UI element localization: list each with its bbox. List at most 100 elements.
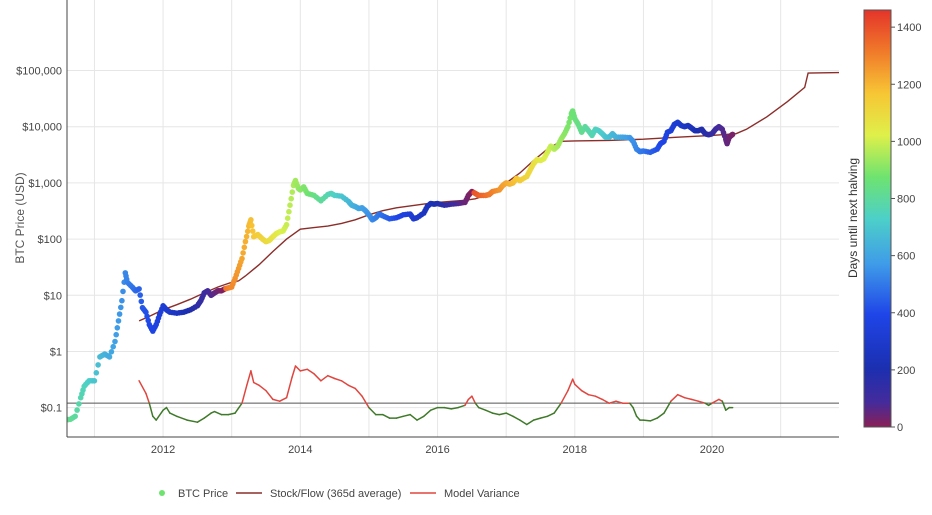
y-tick-label: $1	[50, 346, 62, 358]
model-variance-segment	[642, 419, 652, 422]
model-variance-segment	[258, 384, 267, 392]
btc-price-point	[108, 349, 115, 355]
series-stock-flow-line	[138, 71, 839, 322]
model-variance-segment	[711, 398, 720, 404]
model-variance-segment	[299, 368, 308, 372]
model-variance-segment	[635, 415, 641, 421]
btc-price-point	[95, 362, 101, 368]
x-tick-label: 2020	[700, 444, 724, 456]
model-variance-segment	[227, 412, 236, 416]
model-variance-segment	[457, 404, 466, 409]
colorbar-title: Days until next halving	[846, 158, 860, 278]
btc-price-point	[74, 407, 80, 413]
legend: BTC Price Stock/Flow (365d average) Mode…	[159, 488, 520, 500]
btc-price-point	[284, 215, 291, 221]
btc-price-point	[72, 413, 78, 420]
grid	[67, 0, 839, 437]
model-variance-segment	[594, 395, 604, 401]
model-variance-segment	[196, 417, 205, 423]
model-variance-segment	[148, 402, 154, 418]
model-variance-segment	[571, 378, 576, 386]
legend-item-btc-price[interactable]: BTC Price	[159, 488, 228, 500]
model-variance-segment	[474, 402, 480, 409]
legend-label-stock-flow: Stock/Flow (365d average)	[270, 488, 401, 500]
btc-price-point	[136, 286, 142, 292]
colorbar-tick-label: 1200	[897, 79, 921, 91]
model-variance-segment	[285, 376, 293, 399]
model-variance-segment	[347, 384, 356, 390]
model-variance-segment	[532, 417, 542, 421]
btc-price-point	[240, 250, 246, 256]
btc-price-point	[249, 222, 255, 229]
model-variance-segment	[484, 409, 494, 414]
btc-price-point	[110, 343, 116, 350]
model-variance-segment	[553, 402, 562, 414]
model-variance-segment	[252, 381, 260, 387]
y-tick-label: $1,000	[28, 178, 62, 190]
model-variance-segment	[608, 400, 617, 404]
model-variance-segment	[186, 419, 199, 423]
model-variance-segment	[697, 400, 706, 404]
model-variance-segment	[169, 412, 178, 418]
model-variance-segment	[138, 380, 147, 395]
colorbar-ticks: 0 200 400 600 800 1000 1200 1400	[891, 22, 921, 434]
btc-price-point	[120, 288, 126, 295]
model-variance-segment	[649, 417, 658, 422]
model-variance-segment	[574, 383, 583, 392]
legend-item-stock-flow[interactable]: Stock/Flow (365d average)	[236, 488, 401, 500]
model-variance-segment	[203, 412, 212, 419]
btc-price-point	[566, 119, 572, 126]
btc-price-point	[138, 298, 145, 305]
model-variance-segment	[165, 406, 171, 414]
model-variance-segment	[628, 402, 634, 409]
model-variance-segment	[615, 400, 624, 404]
colorbar-tick-label: 1400	[897, 22, 921, 34]
y-axis-title: BTC Price (USD)	[13, 172, 27, 263]
model-variance-segment	[512, 415, 521, 421]
model-variance-segment	[580, 389, 590, 396]
btc-price-point	[115, 318, 122, 324]
btc-price-point	[242, 238, 249, 245]
model-variance-segment	[546, 412, 555, 418]
model-variance-segment	[176, 415, 188, 421]
plot-area	[67, 71, 839, 426]
model-variance-segment	[467, 395, 473, 401]
model-variance-segment	[450, 406, 459, 410]
btc-price-point	[287, 202, 293, 208]
x-tick-label: 2016	[425, 444, 449, 456]
model-variance-segment	[152, 415, 157, 421]
model-variance-segment	[560, 389, 569, 404]
colorbar-tick-label: 800	[897, 194, 915, 206]
model-variance-segment	[250, 370, 255, 384]
legend-item-model-variance[interactable]: Model Variance	[410, 488, 520, 500]
btc-price-point	[116, 311, 123, 317]
model-variance-segment	[368, 406, 377, 416]
model-variance-segment	[306, 368, 315, 375]
y-tick-label: $0.1	[41, 403, 62, 415]
model-variance-segment	[429, 406, 439, 411]
x-tick-label: 2018	[563, 444, 587, 456]
model-variance-segment	[340, 380, 350, 387]
x-tick-label: 2014	[288, 444, 312, 456]
model-variance-segment	[395, 415, 404, 419]
model-variance-segment	[656, 412, 665, 419]
model-variance-segment	[587, 393, 597, 397]
model-variance-segment	[471, 395, 477, 404]
axes: $0.1 $1 $10 $100 $1,000 $10,000 $100,000 2012 20…	[16, 0, 839, 456]
model-variance-segment	[246, 370, 252, 387]
model-variance-segment	[632, 406, 638, 418]
btc-price-point	[91, 378, 98, 384]
model-variance-segment	[361, 395, 370, 409]
model-variance-segment	[498, 412, 507, 416]
btc-price-point	[243, 233, 250, 240]
colorbar-tick-label: 200	[897, 365, 915, 377]
colorbar-tick-label: 1000	[897, 136, 921, 148]
model-variance-segment	[241, 384, 248, 404]
model-variance-segment	[663, 400, 672, 414]
model-variance-segment	[690, 398, 700, 402]
model-variance-segment	[213, 410, 223, 416]
model-variance-segment	[265, 389, 274, 401]
model-variance-segment	[567, 378, 574, 392]
